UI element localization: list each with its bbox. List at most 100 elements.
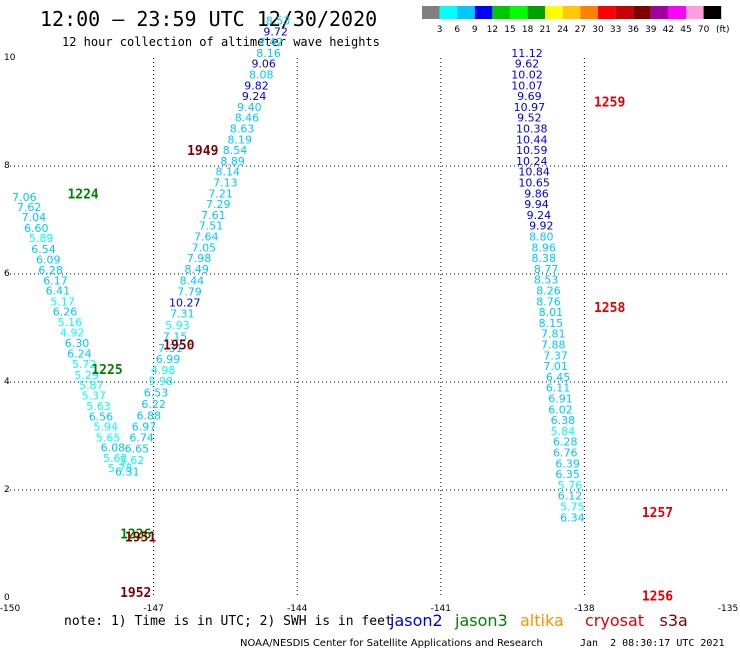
color-swatch — [510, 6, 528, 19]
data-point-label: 5.17 — [50, 295, 75, 308]
data-point-label: 6.38 — [551, 414, 576, 427]
legend-item-jason3: jason3 — [454, 611, 508, 630]
time-label: 1226 — [120, 528, 151, 543]
data-point-label: 8.08 — [249, 69, 274, 82]
y-tick-label: 10 — [4, 53, 16, 63]
color-swatch — [650, 6, 669, 19]
legend-item-s3a: s3a — [660, 611, 688, 630]
data-point-label: 8.53 — [534, 274, 559, 287]
data-point-label: 7.42 — [259, 36, 284, 49]
color-swatch — [703, 6, 722, 19]
data-point-label: 6.91 — [548, 393, 573, 406]
x-tick-label: -144 — [287, 604, 308, 614]
data-point-label: 5.98 — [149, 375, 174, 388]
time-label: 1258 — [594, 301, 625, 316]
data-point-label: 6.22 — [141, 398, 166, 411]
color-swatch — [598, 6, 616, 19]
data-point-label: 8.49 — [184, 263, 209, 276]
color-scale-tick: 18 — [522, 25, 534, 35]
data-point-label: 6.11 — [546, 382, 571, 395]
data-point-label: 5.62 — [103, 452, 128, 465]
data-point-label: 6.28 — [553, 436, 578, 449]
data-point-label: 7.06 — [12, 191, 37, 204]
data-point-label: 5.76 — [558, 479, 583, 492]
color-scale: 3 6 9 12 15 18 21 24 27 30 33 36 39 42 45 70 — [422, 6, 722, 35]
data-point-label: 5.62 — [120, 454, 145, 467]
data-point-label: 7.13 — [213, 177, 238, 190]
color-swatch — [615, 6, 634, 19]
data-point-label: 6.34 — [560, 511, 585, 524]
data-point-label: 6.54 — [31, 243, 56, 256]
color-scale-unit: (ft) — [716, 25, 730, 35]
y-tick-label: 4 — [4, 377, 10, 387]
data-point-label: 6.60 — [24, 222, 49, 235]
data-point-label: 6.31 — [115, 465, 140, 478]
data-point-label: 9.69 — [517, 90, 542, 103]
data-point-label: 9.24 — [242, 90, 267, 103]
legend-item-cryosat: cryosat — [585, 611, 644, 630]
data-point-label: 6.24 — [67, 348, 92, 361]
color-scale-tick: 45 — [680, 25, 691, 35]
x-tick-label: -141 — [431, 604, 451, 614]
data-point-label: 5.93 — [165, 319, 190, 332]
data-point-label: 6.09 — [36, 254, 61, 267]
data-point-label: 7.21 — [208, 187, 233, 200]
data-point-label: 7.29 — [206, 198, 231, 211]
data-point-label: 10.02 — [511, 69, 543, 82]
y-tick-label: 8 — [4, 161, 10, 171]
data-point-label: 7.05 — [192, 241, 217, 254]
data-point-label: 5.72 — [72, 358, 97, 371]
footer-credit: NOAA/NESDIS Center for Satellite Applica… — [240, 638, 543, 649]
data-point-label: 9.52 — [517, 112, 542, 125]
series-s3a: 6.315.626.656.746.976.886.226.535.984.98… — [115, 15, 290, 479]
data-point-label: 9.92 — [529, 220, 554, 233]
data-point-label: 8.77 — [534, 263, 559, 276]
data-point-label: 6.41 — [46, 285, 71, 298]
data-point-label: 6.97 — [132, 421, 157, 434]
data-point-label: 6.88 — [137, 409, 162, 422]
color-scale-tick: 36 — [627, 25, 639, 35]
time-label: 1224 — [67, 187, 98, 202]
data-point-label: 5.16 — [58, 316, 83, 329]
color-swatch — [580, 6, 598, 19]
data-point-label: 8.46 — [235, 112, 260, 125]
series-cryosat: 11.129.6210.0210.079.6910.979.5210.3810.… — [511, 47, 584, 524]
data-point-label: 6.76 — [553, 447, 578, 460]
data-point-label: 9.82 — [244, 79, 269, 92]
color-swatch — [686, 6, 704, 19]
time-label: 1256 — [642, 590, 673, 605]
data-point-label: 8.38 — [531, 252, 556, 265]
x-tick-label: -135 — [718, 604, 738, 614]
data-point-label: 5.89 — [29, 232, 54, 245]
data-point-label: 6.02 — [548, 403, 573, 416]
data-point-label: 6.35 — [555, 468, 580, 481]
data-point-label: 8.80 — [529, 231, 554, 244]
data-point-label: 10.44 — [516, 133, 548, 146]
data-point-label: 9.62 — [515, 58, 540, 71]
data-point-label: 5.63 — [86, 400, 111, 413]
time-label: 1949 — [187, 144, 218, 159]
data-point-label: 7.61 — [201, 209, 226, 222]
data-point-label: 7.88 — [541, 339, 566, 352]
chart-title: 12:00 – 23:59 UTC 12/30/2020 — [40, 7, 377, 31]
time-label: 1952 — [120, 586, 151, 601]
data-point-label: 8.19 — [228, 133, 253, 146]
data-point-label: 7.37 — [543, 349, 568, 362]
data-point-label: 6.26 — [53, 306, 78, 319]
data-point-label: 8.15 — [539, 317, 564, 330]
series-jason3: 7.067.627.046.605.896.546.096.286.176.41… — [12, 191, 132, 475]
color-scale-tick: 15 — [504, 25, 515, 35]
data-point-label: 9.24 — [527, 209, 552, 222]
color-scale-tick: 6 — [454, 25, 460, 35]
data-point-label: 8.96 — [531, 241, 556, 254]
time-label: 1257 — [642, 506, 673, 521]
data-point-label: 6.65 — [125, 443, 150, 456]
legend-item-jason2: jason2 — [389, 611, 443, 630]
data-point-label: 4.98 — [151, 364, 176, 377]
data-point-label: 9.72 — [263, 25, 288, 38]
color-scale-tick: 12 — [487, 25, 498, 35]
data-point-label: 8.63 — [230, 123, 255, 136]
data-point-label: 4.92 — [60, 327, 85, 340]
time-label: 1259 — [594, 96, 625, 111]
y-tick-label: 6 — [4, 269, 10, 279]
